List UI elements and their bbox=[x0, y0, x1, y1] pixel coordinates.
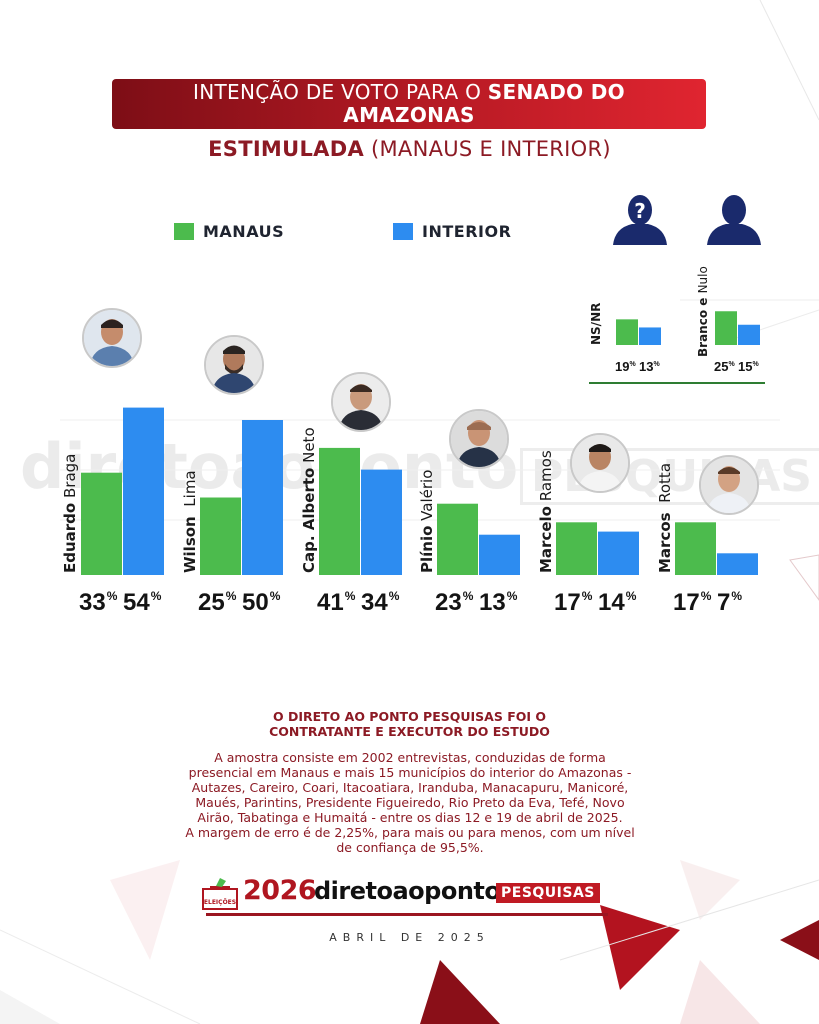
bar-manaus bbox=[437, 503, 478, 575]
data-label-interior: 34% bbox=[361, 589, 400, 616]
mini-tick-label-branco-nulo: Branco e Nulo bbox=[696, 266, 710, 357]
methodology-text: A amostra consiste em 2002 entrevistas, … bbox=[160, 750, 660, 855]
mini-bar-interior bbox=[639, 327, 661, 345]
ballot-box-icon: ELEIÇÕES bbox=[202, 878, 238, 910]
data-label-interior: 54% bbox=[123, 589, 162, 616]
legend-interior: INTERIOR bbox=[393, 221, 511, 241]
tick-label-wilson-lima: Wilson Lima bbox=[181, 470, 199, 573]
mini-bar-interior bbox=[738, 324, 760, 345]
legend-interior-label: INTERIOR bbox=[422, 221, 512, 241]
bar-manaus bbox=[319, 447, 360, 575]
avatar-plinio-valerio bbox=[449, 409, 509, 469]
subtitle: ESTIMULADA (MANAUS E INTERIOR) bbox=[0, 137, 819, 161]
tick-label-marcelo-ramos: Marcelo Ramos bbox=[537, 450, 555, 573]
gridlines bbox=[60, 419, 780, 521]
data-label-interior: 50% bbox=[242, 589, 281, 616]
data-label-manaus: 41% bbox=[317, 589, 356, 616]
brand-logo: ELEIÇÕES 2026 diretoaoponto PESQUISAS bbox=[200, 875, 620, 916]
tick-label-marcos-rotta: Marcos Rotta bbox=[656, 462, 674, 573]
data-label-manaus: 25% bbox=[198, 589, 237, 616]
bar-interior bbox=[598, 531, 639, 575]
bar-manaus bbox=[200, 497, 241, 575]
methodology-line: Autazes, Careiro, Coari, Itacoatiara, Ir… bbox=[191, 780, 629, 795]
title-bold: SENADO DO bbox=[487, 80, 625, 104]
logo-brand: diretoaoponto bbox=[314, 877, 501, 905]
tick-label-eduardo-braga: Eduardo Braga bbox=[61, 453, 79, 573]
methodology-line: presencial em Manaus e mais 15 município… bbox=[188, 765, 632, 780]
avatar-marcos-rotta bbox=[699, 455, 759, 515]
info-title: O DIRETO AO PONTO PESQUISAS FOI O CONTRA… bbox=[0, 709, 819, 739]
publication-date: ABRIL DE 2025 bbox=[329, 931, 490, 944]
subtitle-regular: (MANAUS E INTERIOR) bbox=[364, 137, 611, 161]
legend-manaus-label: MANAUS bbox=[203, 221, 285, 241]
methodology-line: de confiança de 95,5%. bbox=[336, 840, 484, 855]
bar-interior bbox=[123, 407, 164, 575]
avatar-marcelo-ramos bbox=[570, 433, 630, 493]
legend-manaus: MANAUS bbox=[174, 221, 284, 241]
mini-data-label-interior: 15% bbox=[738, 359, 759, 374]
data-label-interior: 14% bbox=[598, 589, 637, 616]
mini-bar-manaus bbox=[715, 311, 737, 345]
title-banner: INTENÇÃO DE VOTO PARA O SENADO DO AMAZON… bbox=[112, 79, 706, 129]
data-label-manaus: 33% bbox=[79, 589, 118, 616]
title-regular: INTENÇÃO DE VOTO PARA O bbox=[193, 80, 488, 104]
data-label-manaus: 17% bbox=[673, 589, 712, 616]
tick-label-cap-alberto-neto: Cap. Alberto Neto bbox=[300, 427, 318, 573]
title-line2: AMAZONAS bbox=[343, 103, 475, 127]
mini-data-label-manaus: 19% bbox=[615, 359, 636, 374]
bar-manaus bbox=[556, 522, 597, 575]
person-icon bbox=[707, 195, 761, 245]
tick-label-plinio-valerio: Plínio Valério bbox=[418, 469, 436, 573]
bar-manaus bbox=[675, 522, 716, 575]
logo-pesquisas: PESQUISAS bbox=[496, 883, 600, 903]
subtitle-bold: ESTIMULADA bbox=[208, 137, 365, 161]
bar-interior bbox=[479, 534, 520, 575]
bar-interior bbox=[242, 420, 283, 575]
avatar-cap-alberto-neto bbox=[331, 372, 391, 432]
data-label-manaus: 23% bbox=[435, 589, 474, 616]
logo-year: 2026 bbox=[243, 875, 317, 906]
badge-text: ELEIÇÕES bbox=[204, 899, 236, 906]
methodology-line: A margem de erro é de 2,25%, para mais o… bbox=[185, 825, 635, 840]
mini-data-label-manaus: 25% bbox=[714, 359, 735, 374]
mini-bars bbox=[589, 311, 765, 384]
avatar-wilson-lima bbox=[204, 335, 264, 395]
logo-underline bbox=[206, 913, 608, 916]
legend-interior-swatch bbox=[393, 222, 413, 240]
info-title-line1: O DIRETO AO PONTO PESQUISAS FOI O bbox=[272, 709, 547, 724]
mini-tick-label-nsnr: NS/NR bbox=[589, 302, 603, 345]
bar-interior bbox=[361, 469, 402, 575]
unknown-person-icon: ? bbox=[613, 195, 667, 245]
data-label-manaus: 17% bbox=[554, 589, 593, 616]
methodology-line: Maués, Parintins, Presidente Figueiredo,… bbox=[195, 795, 625, 810]
mini-bar-manaus bbox=[616, 319, 638, 345]
bars bbox=[81, 407, 758, 575]
bar-interior bbox=[717, 553, 758, 575]
methodology-line: A amostra consiste em 2002 entrevistas, … bbox=[214, 750, 606, 765]
data-label-interior: 7% bbox=[717, 589, 743, 616]
mini-data-label-interior: 13% bbox=[639, 359, 660, 374]
avatar-eduardo-braga bbox=[82, 308, 142, 368]
svg-text:?: ? bbox=[634, 199, 646, 223]
bar-manaus bbox=[81, 472, 122, 575]
methodology-line: Airão, Tabatinga e Humaitá - entre os di… bbox=[197, 810, 623, 825]
legend-manaus-swatch bbox=[174, 222, 194, 240]
data-label-interior: 13% bbox=[479, 589, 518, 616]
info-title-line2: CONTRATANTE E EXECUTOR DO ESTUDO bbox=[269, 724, 550, 739]
